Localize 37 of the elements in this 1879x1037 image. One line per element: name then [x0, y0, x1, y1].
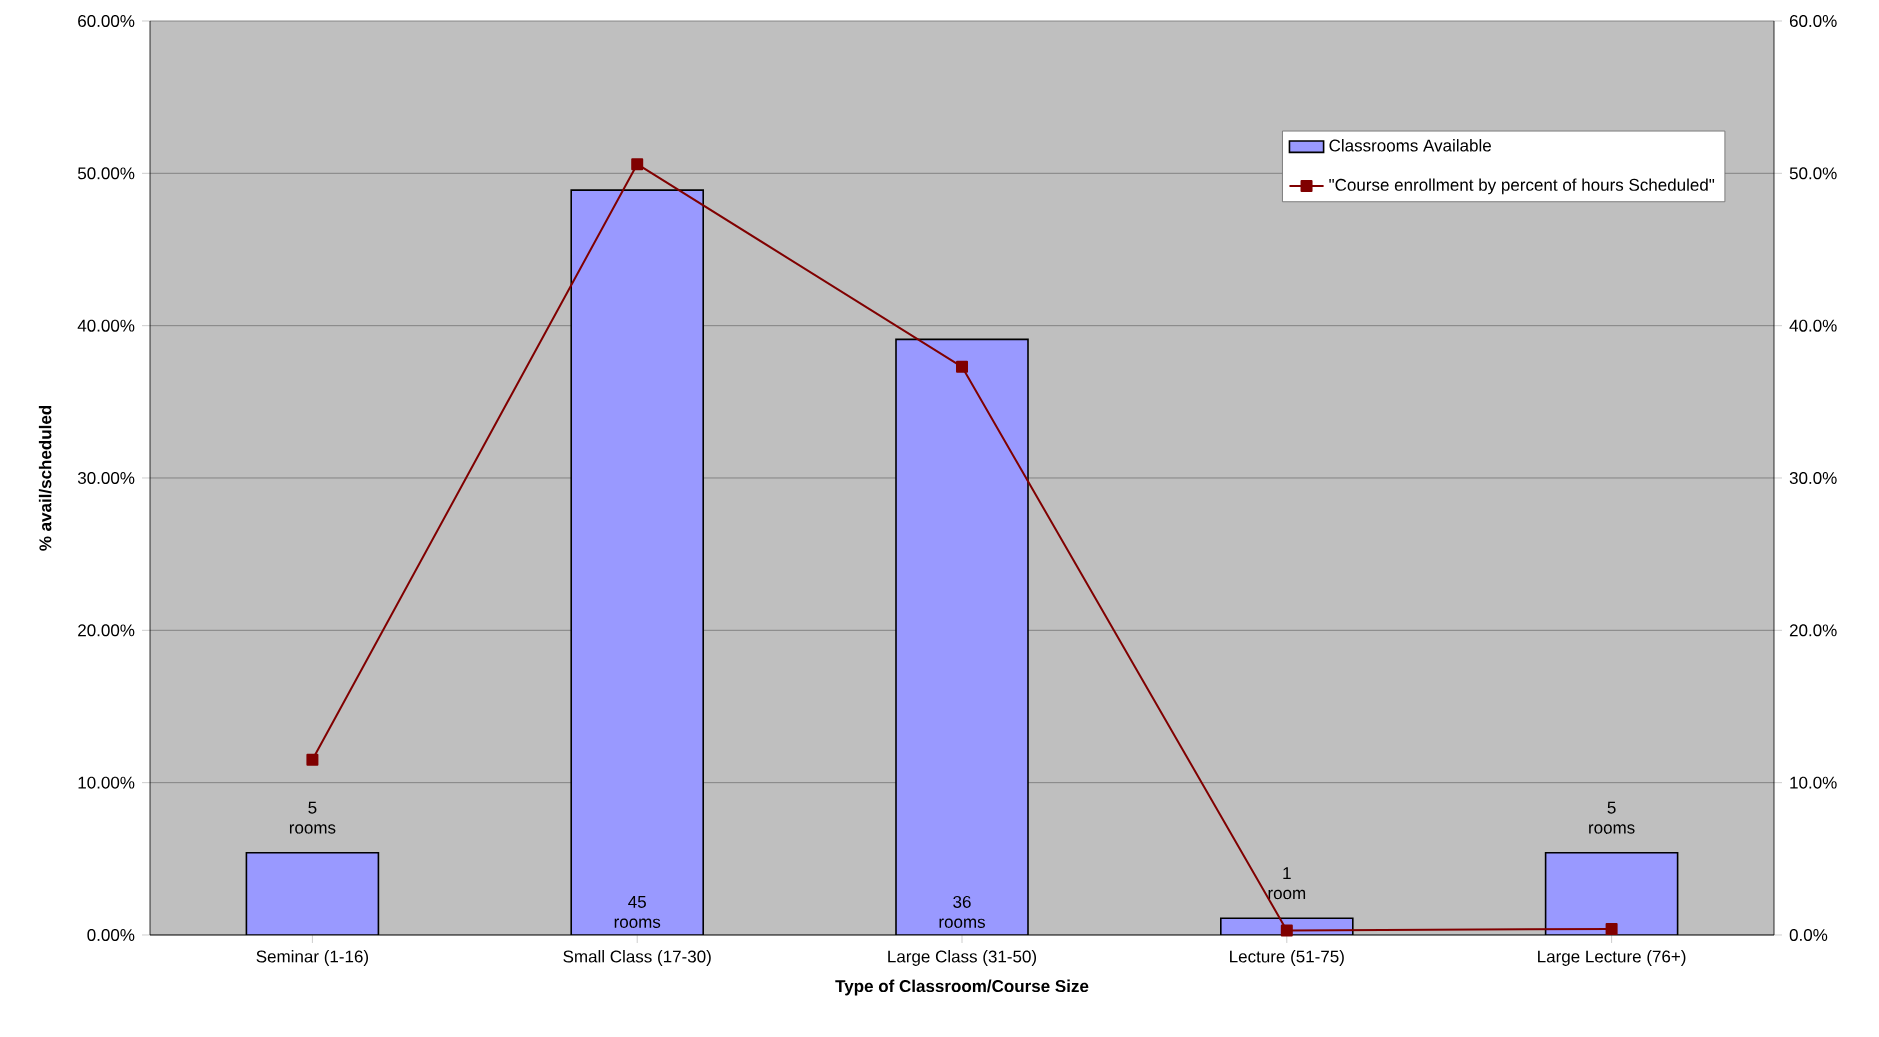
y-tick-label: 0.00% [87, 928, 135, 941]
y-tick-label: 40.00% [77, 319, 135, 332]
annotation: 45 rooms [614, 896, 661, 928]
bar [895, 338, 1029, 935]
y-tick-label: 50.00% [77, 167, 135, 180]
x-tick-label: Lecture (51-75) [1230, 950, 1344, 966]
point [631, 158, 644, 171]
y2-tick-label: 10.0% [1790, 776, 1837, 789]
bar [570, 189, 705, 935]
point [956, 360, 969, 373]
y2-tick-label: 0.0% [1789, 928, 1828, 941]
bar [245, 851, 380, 935]
bar [1544, 851, 1679, 935]
y-tick-label: 10.00% [78, 776, 135, 789]
y-axis-title: % avail/scheduled [38, 405, 52, 551]
y2-tick-label: 40.0% [1789, 319, 1837, 332]
y-tick-label: 30.00% [77, 471, 135, 484]
x-tick-label: Large Lecture (76+) [1538, 950, 1686, 966]
annotation: 36 rooms [939, 895, 985, 928]
annotation: 5 rooms [289, 801, 336, 834]
y-tick-label: 60.00% [78, 14, 135, 27]
y-tick-label: 20.00% [78, 624, 135, 637]
x-tick-label: Large Class (31-50) [888, 950, 1037, 966]
legend-label: Classrooms Available [1329, 139, 1491, 152]
y2-tick-label: 50.0% [1789, 167, 1837, 180]
y2-tick-label: 60.0% [1789, 14, 1837, 27]
annotation: 1 room [1268, 867, 1306, 900]
legend-label: "Course enrollment by percent of hours Scheduled" [1329, 178, 1715, 195]
x-tick-label: Seminar (1-16) [256, 950, 369, 966]
x-axis-title: Type of Classroom/Course Size [835, 979, 1089, 996]
point [1280, 924, 1293, 937]
annotation: 5 rooms [1589, 801, 1635, 834]
y2-tick-label: 30.0% [1789, 471, 1837, 484]
x-tick-label: Small Class (17-30) [563, 950, 711, 966]
point [306, 753, 319, 766]
point [1605, 922, 1618, 935]
y2-tick-label: 20.0% [1789, 624, 1837, 637]
